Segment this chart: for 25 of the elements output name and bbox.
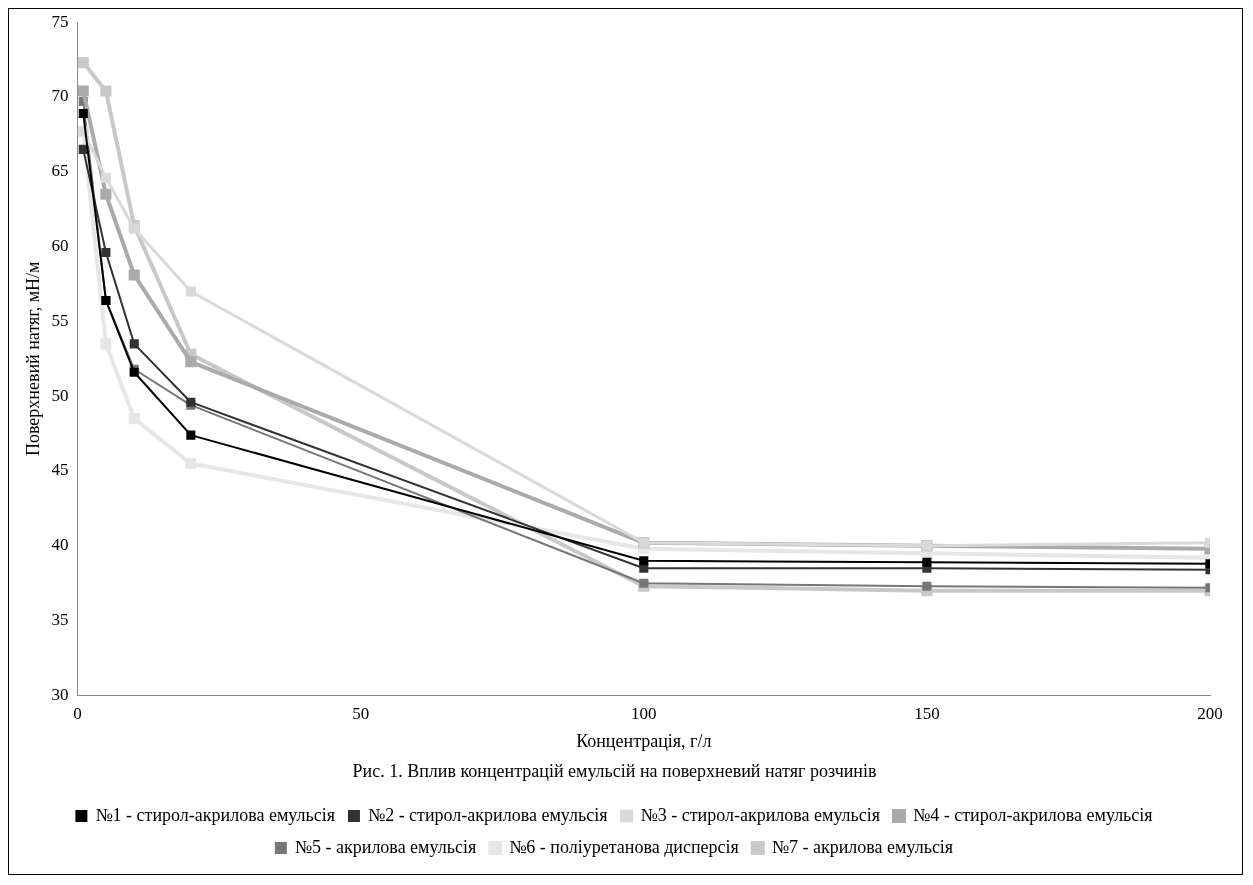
legend-label: №4 - стирол-акрилова емульсія	[913, 804, 1153, 825]
x-tick-label: 100	[631, 704, 657, 724]
y-tick-label: 40	[51, 535, 69, 555]
y-tick-label: 75	[51, 11, 69, 31]
x-axis-title: Концентрація, г/л	[576, 731, 712, 752]
text: Рис. 1. Вплив концентрацій емульсій на поверхневий натяг розчинів	[352, 760, 877, 781]
legend-label: №5 - акрилова емульсія	[294, 836, 477, 857]
y-tick-label: 55	[51, 310, 69, 330]
y-tick-label: 45	[51, 460, 69, 480]
x-tick-label: 0	[73, 704, 82, 724]
legend-label: №6 - поліуретанова дисперсія	[509, 836, 739, 857]
x-tick-label: 50	[352, 704, 370, 724]
legend-label: №7 - акрилова емульсія	[771, 836, 954, 857]
y-tick-label: 35	[51, 610, 69, 630]
y-tick-label: 65	[51, 161, 69, 181]
y-tick-label: 70	[51, 86, 69, 106]
legend-label: №1 - стирол-акрилова емульсія	[95, 804, 335, 825]
legend-label: №2 - стирол-акрилова емульсія	[367, 804, 608, 825]
y-tick-label: 30	[51, 684, 69, 704]
legend-label: №3 - стирол-акрилова емульсія	[640, 804, 881, 825]
y-tick-label: 60	[51, 236, 69, 256]
y-axis-title: Поверхневий натяг, мН/м	[22, 261, 43, 457]
y-tick-label: 50	[51, 385, 69, 405]
x-tick-label: 150	[914, 704, 940, 724]
x-tick-label: 200	[1197, 704, 1223, 724]
